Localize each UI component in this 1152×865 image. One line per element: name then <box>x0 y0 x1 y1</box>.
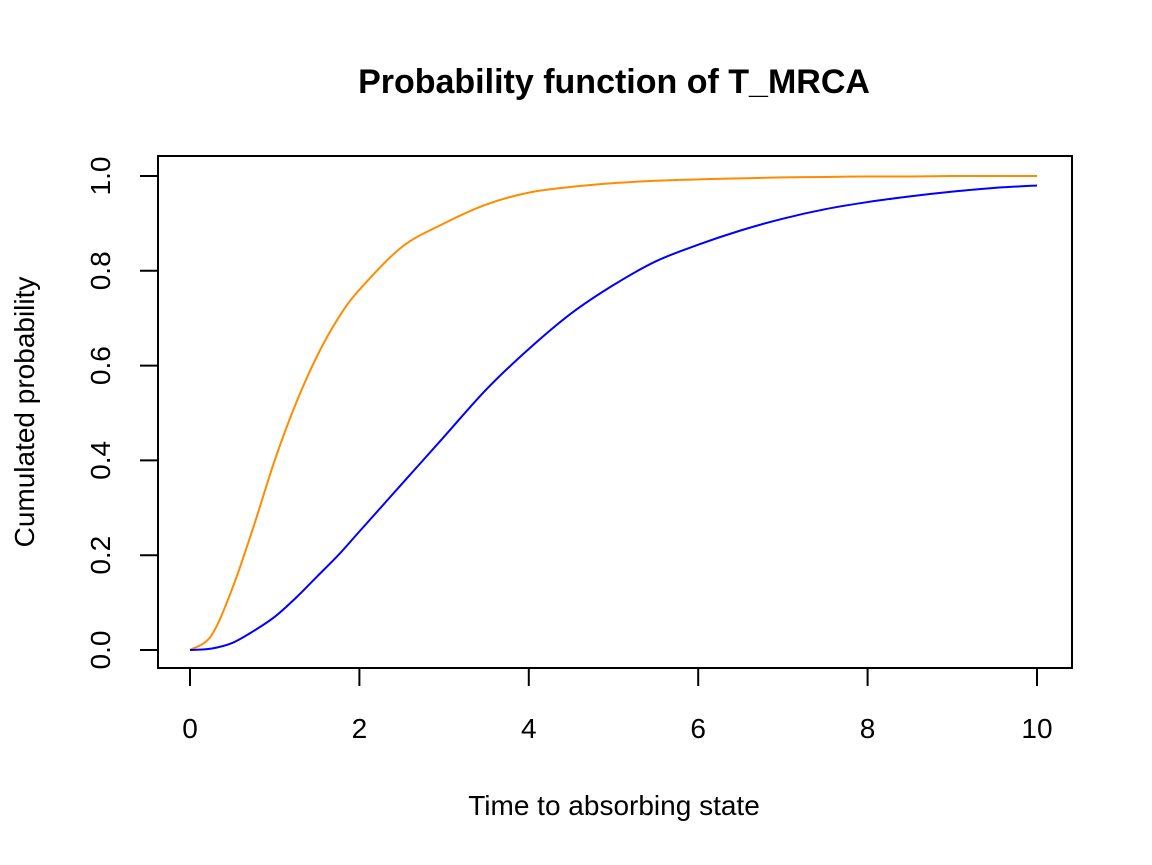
chart-title: Probability function of T_MRCA <box>358 63 870 101</box>
x-tick-label: 10 <box>1021 713 1052 744</box>
y-tick-label: 1.0 <box>85 157 116 196</box>
y-axis: 0.0 0.2 0.4 0.6 0.8 1.0 <box>85 157 159 670</box>
y-axis-label: Cumulated probability <box>9 277 40 548</box>
y-tick-label: 0.4 <box>85 441 116 480</box>
x-tick-label: 0 <box>182 713 198 744</box>
x-tick-label: 4 <box>521 713 537 744</box>
series-line-0 <box>189 174 1037 651</box>
y-tick-label: 0.6 <box>85 346 116 385</box>
x-tick-label: 6 <box>690 713 706 744</box>
plot-frame <box>157 155 1073 669</box>
series-line-1 <box>189 184 1038 651</box>
x-tick-label: 8 <box>860 713 876 744</box>
x-axis: 0 2 4 6 8 10 <box>182 667 1053 744</box>
x-axis-label: Time to absorbing state <box>468 790 760 821</box>
x-tick-label: 2 <box>352 713 368 744</box>
y-tick-label: 0.2 <box>85 536 116 575</box>
y-tick-label: 0.0 <box>85 631 116 670</box>
y-tick-label: 0.8 <box>85 251 116 290</box>
series-layer <box>189 174 1038 651</box>
